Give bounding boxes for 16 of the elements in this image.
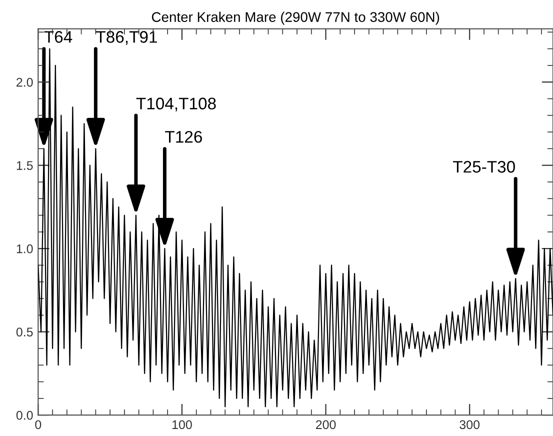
y-tick-label: 0.0 — [16, 410, 33, 420]
x-tick-label: 200 — [316, 420, 336, 430]
annotation: T126 — [165, 130, 202, 143]
y-tick-label: 2.0 — [16, 78, 33, 87]
x-tick-label: 300 — [460, 420, 480, 430]
y-tick-label: 1.5 — [16, 161, 33, 170]
chart-title: Center Kraken Mare (290W 77N to 330W 60N) — [152, 12, 440, 25]
y-tick-label: 1.0 — [16, 244, 33, 254]
annotation: T64 — [44, 31, 72, 43]
line-series — [38, 48, 553, 408]
y-tick-label: 0.5 — [16, 328, 33, 336]
annotation: T25-T30 — [453, 160, 515, 173]
annotation: T86,T91 — [96, 31, 157, 45]
annotation: T104,T108 — [136, 98, 216, 112]
x-tick-label: 0 — [35, 420, 42, 430]
x-tick-label: 100 — [172, 420, 192, 430]
